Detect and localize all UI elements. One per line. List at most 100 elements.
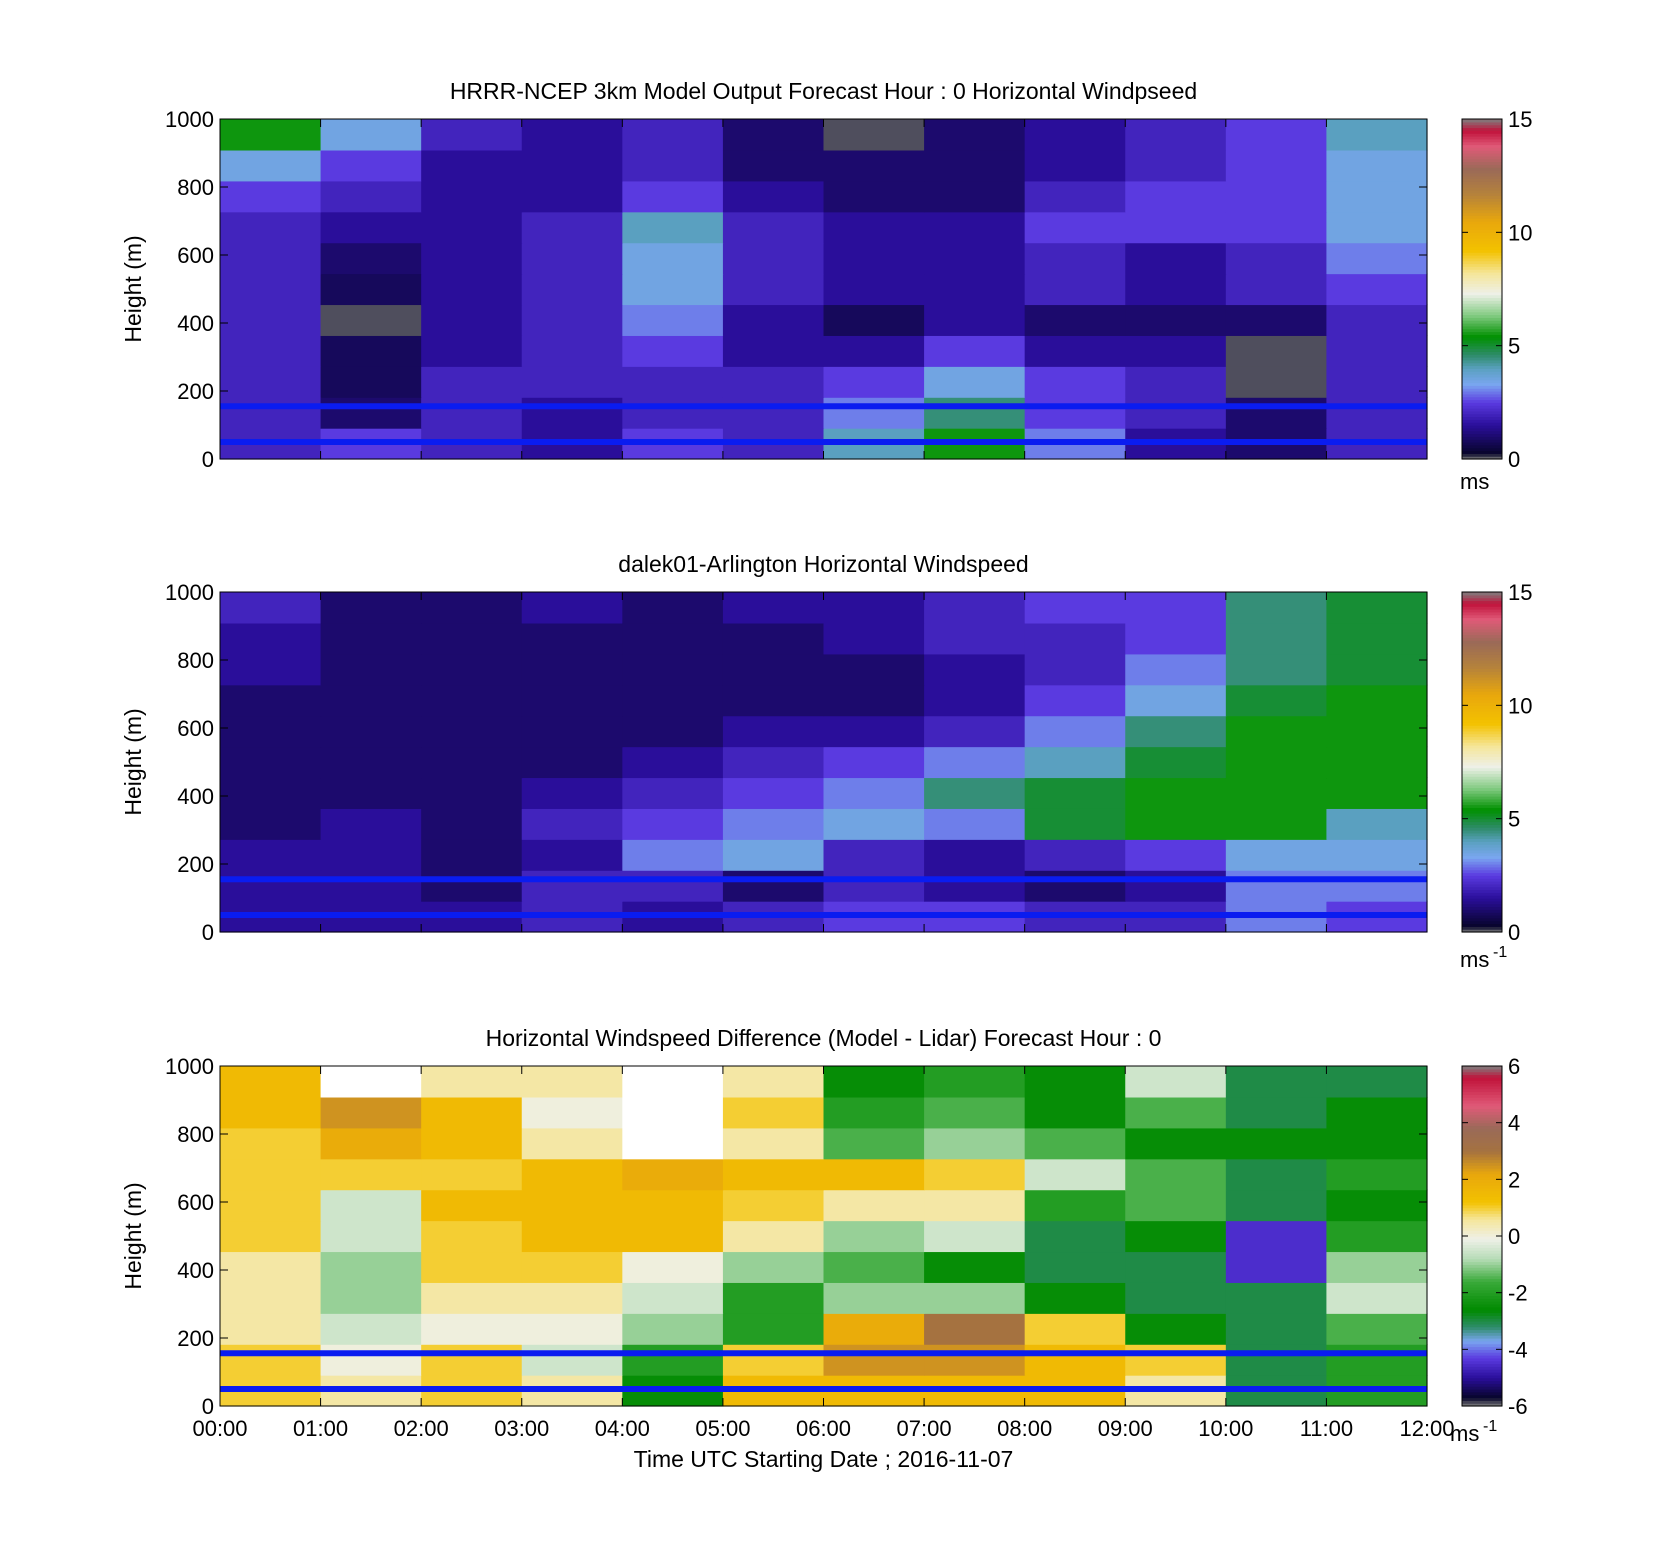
heatmap-cell (1024, 366, 1126, 398)
colorbar-segment (1462, 382, 1502, 386)
colorbar-segment (1462, 334, 1502, 338)
colorbar-segment (1462, 1372, 1502, 1376)
heatmap-cell (421, 1251, 523, 1283)
heatmap-cell (421, 777, 523, 809)
heatmap-cell (823, 1096, 925, 1129)
heatmap-cell (1024, 653, 1126, 686)
colorbar-tick-label: 5 (1508, 807, 1520, 832)
heatmap-cell (823, 1251, 925, 1283)
colorbar-segment (1462, 1360, 1502, 1365)
colorbar-segment (1462, 232, 1502, 236)
y-tick-label: 1000 (165, 1054, 214, 1079)
heatmap-cell (722, 684, 825, 717)
heatmap-cell (320, 1066, 422, 1098)
heatmap-cell (220, 1251, 322, 1283)
colorbar-segment (1462, 138, 1502, 143)
heatmap-cell (1125, 1220, 1227, 1253)
heatmap-cell (1125, 119, 1227, 151)
heatmap-cell (1125, 622, 1227, 655)
colorbar-segment (1462, 410, 1502, 415)
heatmap-cell (220, 1158, 322, 1191)
colorbar-segment (1462, 170, 1502, 174)
heatmap-cell (320, 366, 422, 398)
colorbar-segment (1462, 858, 1502, 862)
colorbar-segment (1462, 1332, 1502, 1336)
heatmap-cell (622, 1344, 724, 1376)
colorbar-segment (1462, 1272, 1502, 1277)
heatmap-cell (722, 1282, 825, 1314)
colorbar-segment (1462, 1323, 1502, 1328)
heatmap-cell (1326, 1066, 1428, 1098)
heatmap-cell (421, 397, 523, 429)
y-tick-label: 0 (202, 447, 214, 472)
colorbar-segment (1462, 852, 1502, 857)
heatmap-cell (1024, 273, 1126, 306)
heatmap-cell (320, 149, 422, 182)
heatmap-cell (722, 1220, 825, 1253)
colorbar-segment (1462, 1068, 1502, 1073)
colorbar-segment (1462, 611, 1502, 616)
heatmap-cell (924, 808, 1026, 840)
heatmap-cell (220, 180, 322, 213)
colorbar-segment (1462, 260, 1502, 265)
heatmap-cell (1225, 1066, 1328, 1098)
heatmap-cell (1225, 180, 1328, 213)
heatmap-cell (521, 180, 623, 213)
colorbar-segment (1462, 1097, 1502, 1101)
colorbar-segment (1462, 249, 1502, 253)
heatmap-cell (521, 1220, 623, 1253)
heatmap-cell (722, 1313, 825, 1345)
colorbar-segment (1462, 402, 1502, 406)
colorbar-segment (1462, 229, 1502, 233)
heatmap-cell (722, 149, 825, 182)
heatmap-cell (1125, 1096, 1227, 1129)
colorbar-segment (1462, 362, 1502, 367)
heatmap-cell (1225, 746, 1328, 779)
colorbar-segment (1462, 1105, 1502, 1110)
heatmap-cell (1225, 397, 1328, 429)
heatmap-cell (1125, 777, 1227, 809)
heatmap-cell (220, 715, 322, 748)
heatmap-cell (220, 622, 322, 655)
heatmap-cell (1225, 1189, 1328, 1222)
y-axis-label: Height (m) (120, 708, 146, 815)
colorbar-segment (1462, 161, 1502, 165)
heatmap-cell (1326, 304, 1428, 336)
heatmap-cell (521, 366, 623, 398)
colorbar-tick-label: 0 (1508, 920, 1520, 945)
heatmap-cell (924, 1158, 1026, 1191)
heatmap-cell (1225, 242, 1328, 275)
heatmap-cell (1326, 273, 1428, 306)
heatmap-cell (1225, 1344, 1328, 1376)
heatmap-cell (421, 149, 523, 182)
colorbar-segment (1462, 1187, 1502, 1192)
colorbar-segment (1462, 172, 1502, 177)
colorbar-segment (1462, 1139, 1502, 1144)
colorbar-segment (1462, 311, 1502, 316)
colorbar-segment (1462, 181, 1502, 185)
heatmap-cell (521, 211, 623, 244)
colorbar-segment (1462, 240, 1502, 245)
colorbar-segment (1462, 269, 1502, 273)
colorbar-segment (1462, 1083, 1502, 1087)
colorbar-segment (1462, 631, 1502, 636)
heatmap-cell (924, 1251, 1026, 1283)
colorbar-segment (1462, 1085, 1502, 1090)
x-tick-label: 01:00 (293, 1416, 348, 1441)
heatmap-cell (1024, 839, 1126, 871)
colorbar-segment (1462, 742, 1502, 746)
y-tick-label: 400 (177, 784, 214, 809)
colorbar-segment (1462, 368, 1502, 372)
heatmap-cell (823, 304, 925, 336)
colorbar-segment (1462, 337, 1502, 341)
heatmap-cell (924, 1282, 1026, 1314)
heatmap-cell (1326, 1344, 1428, 1376)
heatmap-cell (521, 592, 623, 624)
heatmap-cell (320, 1220, 422, 1253)
colorbar-segment (1462, 323, 1502, 327)
colorbar-segment (1462, 654, 1502, 658)
heatmap-cell (622, 335, 724, 367)
heatmap-cell (722, 304, 825, 336)
colorbar-segment (1462, 892, 1502, 896)
colorbar-segment (1462, 1074, 1502, 1078)
